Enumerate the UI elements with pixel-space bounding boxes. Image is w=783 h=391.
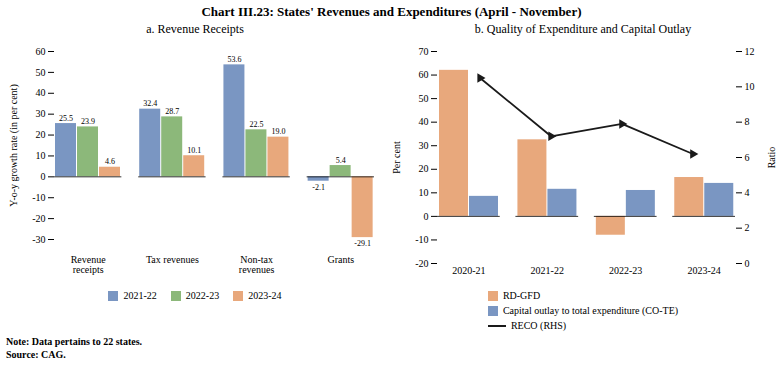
svg-text:-10: -10 — [32, 192, 45, 203]
svg-text:Per cent: Per cent — [391, 141, 402, 174]
svg-text:Y-o-y growth rate (in per cent: Y-o-y growth rate (in per cent) — [8, 84, 20, 206]
svg-text:0: 0 — [745, 258, 750, 269]
svg-text:60: 60 — [36, 46, 46, 57]
svg-text:2: 2 — [745, 222, 750, 233]
svg-text:20: 20 — [419, 163, 429, 174]
html-text:Source: CAG.: Source: CAG. — [6, 349, 66, 360]
svg-text:Grants: Grants — [327, 254, 354, 265]
svg-text:50: 50 — [36, 67, 46, 78]
svg-text:25.5: 25.5 — [59, 114, 73, 123]
svg-text:5.4: 5.4 — [336, 156, 346, 165]
svg-text:-20: -20 — [32, 213, 45, 224]
html-text:RECO (RHS): RECO (RHS) — [510, 320, 567, 331]
svg-text:4.6: 4.6 — [105, 157, 115, 166]
svg-text:28.7: 28.7 — [165, 107, 179, 116]
svg-text:2022-23: 2022-23 — [609, 265, 642, 276]
svg-text:-20: -20 — [415, 258, 428, 269]
svg-text:40: 40 — [419, 116, 429, 127]
html-text:2023-24: 2023-24 — [248, 290, 282, 301]
svg-text:2020-21: 2020-21 — [452, 265, 485, 276]
svg-text:70: 70 — [419, 46, 429, 57]
svg-text:Ratio: Ratio — [766, 147, 777, 169]
html-text:Capital outlay to total expend: Capital outlay to total expenditure (CO-… — [502, 305, 679, 316]
svg-text:6: 6 — [745, 152, 750, 163]
svg-text:60: 60 — [419, 69, 429, 80]
svg-text:-10: -10 — [415, 234, 428, 245]
svg-text:Tax revenues: Tax revenues — [146, 254, 199, 265]
html-text:Note: Data pertains to 22 stat: Note: Data pertains to 22 states. — [6, 336, 143, 347]
html-text:b. Quality of Expenditure and: b. Quality of Expenditure and Capital Ou… — [474, 22, 692, 36]
svg-text:10.1: 10.1 — [187, 146, 201, 155]
svg-text:12: 12 — [745, 46, 755, 57]
svg-text:Revenuereceipts: Revenuereceipts — [71, 254, 107, 275]
svg-text:4: 4 — [745, 187, 750, 198]
svg-text:8: 8 — [745, 116, 750, 127]
svg-text:10: 10 — [745, 81, 755, 92]
html-text:a. Revenue Receipts: a. Revenue Receipts — [146, 22, 244, 36]
html-text:RD-GFD: RD-GFD — [502, 290, 541, 301]
svg-text:Non-taxrevenues: Non-taxrevenues — [239, 254, 275, 275]
svg-text:40: 40 — [36, 87, 46, 98]
svg-text:23.9: 23.9 — [81, 117, 95, 126]
html-text:2021-22: 2021-22 — [123, 290, 157, 301]
svg-text:50: 50 — [419, 93, 429, 104]
svg-text:-2.1: -2.1 — [312, 183, 325, 192]
svg-text:22.5: 22.5 — [249, 120, 263, 129]
svg-text:30: 30 — [36, 108, 46, 119]
svg-text:0: 0 — [41, 171, 46, 182]
svg-text:30: 30 — [419, 140, 429, 151]
html-text:Chart III.23: States' Revenues: Chart III.23: States' Revenues and Expen… — [201, 4, 582, 19]
svg-text:0: 0 — [424, 211, 429, 222]
svg-text:-29.1: -29.1 — [354, 239, 371, 248]
svg-text:19.0: 19.0 — [271, 127, 285, 136]
svg-text:10: 10 — [419, 187, 429, 198]
svg-text:-30: -30 — [32, 234, 45, 245]
html-text:2022-23: 2022-23 — [185, 290, 220, 301]
svg-text:53.6: 53.6 — [227, 55, 241, 64]
svg-text:20: 20 — [36, 129, 46, 140]
svg-text:10: 10 — [36, 150, 46, 161]
svg-text:2023-24: 2023-24 — [687, 265, 720, 276]
svg-text:2021-22: 2021-22 — [531, 265, 564, 276]
svg-text:32.4: 32.4 — [143, 99, 157, 108]
